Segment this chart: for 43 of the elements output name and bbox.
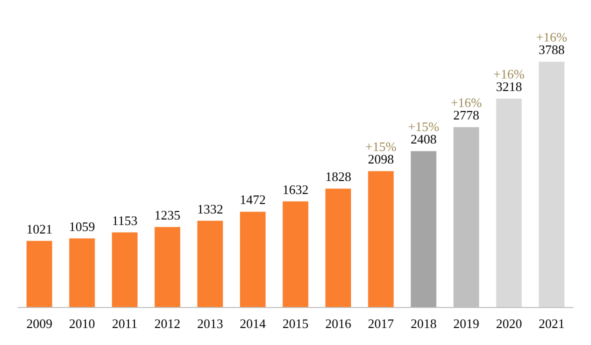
bar [325,188,351,307]
data-label: 1153 [112,212,138,228]
bar [69,238,95,307]
data-label: 1021 [26,221,52,236]
bar [112,232,138,307]
bar [282,201,308,307]
bar [410,151,436,307]
bar [496,98,522,307]
bar [240,212,266,307]
x-tick-label: 2010 [69,316,96,331]
data-label: 1828 [325,169,352,184]
data-label: 1632 [282,182,308,197]
data-label: 2778 [453,108,480,123]
annotation: +16% [450,95,482,110]
x-tick-label: 2019 [453,316,480,331]
x-tick-label: 2021 [538,316,565,331]
x-tick-label: 2011 [112,316,138,331]
annotation: +16% [536,30,568,45]
x-tick-label: 2020 [496,316,522,331]
bar [538,62,564,307]
x-tick-label: 2012 [154,316,180,331]
annotation: +15% [365,139,397,154]
bar [154,227,180,307]
data-label: 1472 [240,192,266,208]
x-tick-label: 2013 [197,316,224,331]
data-label: 2408 [410,132,437,147]
bar [26,240,52,307]
x-tick-label: 2015 [282,316,308,331]
data-label: 1235 [154,208,180,223]
annotation: +15% [408,119,440,134]
annotation: +16% [493,66,525,82]
bar [197,220,223,307]
x-tick-label: 2018 [410,316,437,331]
x-tick-label: 2014 [240,316,266,331]
x-tick-label: 2016 [325,316,352,331]
bar [368,171,394,307]
x-tick-label: 2009 [26,316,52,331]
x-tick-label: 2017 [368,316,394,331]
data-label: 2098 [368,152,394,167]
data-label: 3788 [538,42,565,58]
data-label: 1059 [69,218,96,234]
data-label: 3218 [496,79,522,94]
data-label: 1332 [197,201,224,216]
